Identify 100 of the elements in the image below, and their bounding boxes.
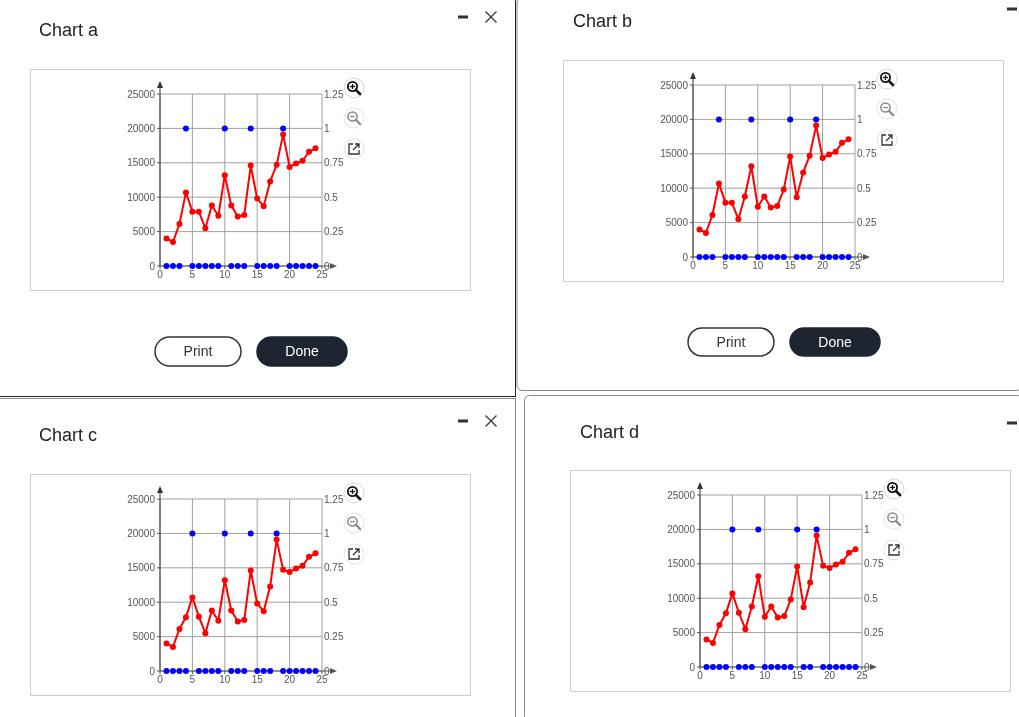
y-tick-label: 5000 (132, 226, 156, 238)
point (761, 193, 768, 200)
point (852, 546, 859, 553)
x-tick-label: 0 (697, 670, 704, 681)
x-tick-label: 20 (824, 670, 836, 681)
point (755, 573, 762, 580)
text: Done (818, 333, 852, 350)
y2-tick-label: 1.25 (857, 79, 877, 91)
point (260, 203, 267, 210)
y2-tick-label: 1 (857, 113, 863, 125)
point (195, 208, 202, 215)
point (754, 203, 761, 210)
y-tick-label: 10000 (127, 191, 156, 203)
point (709, 212, 716, 219)
point (299, 562, 306, 569)
x-tick-label: 5 (189, 269, 196, 280)
y-tick-label: 25000 (660, 79, 689, 91)
y-tick-label: 25000 (127, 88, 156, 100)
point (280, 131, 287, 138)
point (286, 163, 293, 170)
x-tick-label: 20 (817, 260, 829, 271)
point (241, 617, 248, 624)
point (247, 162, 254, 169)
point (247, 567, 254, 574)
y2-tick-label: 0.75 (857, 148, 877, 160)
x-tick-label: 20 (284, 269, 296, 280)
y2-tick-label: 0.25 (857, 217, 877, 229)
point (735, 216, 742, 223)
point (768, 603, 775, 610)
point (163, 235, 170, 242)
y2-tick-label: 0.25 (324, 631, 344, 643)
point (728, 199, 735, 206)
point (826, 564, 833, 571)
y-tick-label: 5000 (665, 217, 689, 229)
point (267, 583, 274, 590)
point (703, 636, 710, 643)
y-tick-label: 15000 (127, 157, 156, 169)
y-tick-label: 10000 (667, 592, 696, 604)
point (260, 608, 267, 615)
x-tick-label: 25 (316, 269, 328, 280)
y-tick-label: 0 (682, 251, 689, 263)
point (833, 561, 840, 568)
point (787, 153, 794, 160)
x-tick-label: 15 (251, 269, 264, 280)
point (273, 161, 280, 168)
point (813, 122, 820, 129)
y2-tick-label: 0 (857, 251, 863, 263)
y-tick-label: 15000 (660, 148, 689, 160)
point (273, 536, 280, 543)
y-tick-label: 20000 (660, 113, 689, 125)
point (715, 180, 722, 187)
x-tick-label: 15 (791, 670, 804, 681)
text: Print (183, 343, 213, 360)
point (221, 577, 228, 584)
x-tick-label: 25 (856, 670, 868, 681)
point (826, 151, 833, 158)
y-tick-label: 5000 (132, 631, 156, 643)
point (716, 622, 723, 629)
point (780, 186, 787, 193)
y2-tick-label: 0.5 (324, 596, 339, 608)
x-tick-label: 10 (219, 674, 231, 685)
point (267, 178, 274, 185)
point (839, 139, 846, 146)
x-tick-label: 5 (189, 674, 196, 685)
y-tick-label: 25000 (667, 489, 696, 501)
point (163, 640, 170, 647)
y2-tick-label: 0.75 (324, 562, 344, 574)
point (722, 610, 729, 617)
point (202, 225, 209, 232)
point (819, 154, 826, 161)
y-tick-label: 20000 (127, 122, 156, 134)
point (845, 136, 852, 143)
point (208, 202, 215, 209)
chart-title: Chart a (39, 20, 100, 40)
point (774, 614, 781, 621)
x-tick-label: 10 (752, 260, 764, 271)
x-tick-label: 10 (219, 269, 231, 280)
y-tick-label: 10000 (660, 182, 689, 194)
point (832, 148, 839, 155)
point (722, 199, 729, 206)
y2-tick-label: 1 (324, 527, 330, 539)
x-tick-label: 0 (157, 674, 164, 685)
y2-tick-label: 1.25 (324, 88, 344, 100)
chart-title: Chart c (39, 425, 98, 445)
y2-tick-label: 1.25 (864, 489, 884, 501)
point (839, 558, 846, 565)
text: Done (285, 343, 319, 360)
y2-tick-label: 0 (864, 661, 870, 673)
x-tick-label: 10 (759, 670, 771, 681)
chart-title: Chart d (580, 422, 640, 442)
point (794, 563, 801, 570)
point (293, 565, 300, 572)
y-tick-label: 10000 (127, 596, 156, 608)
text: Print (716, 333, 746, 350)
x-tick-label: 15 (251, 674, 264, 685)
point (208, 607, 215, 614)
y2-tick-label: 1.25 (324, 493, 344, 505)
x-tick-label: 5 (729, 670, 736, 681)
point (800, 604, 807, 611)
x-tick-label: 25 (849, 260, 861, 271)
